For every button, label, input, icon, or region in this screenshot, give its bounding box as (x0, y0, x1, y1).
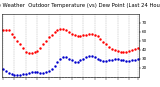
Text: Milwaukee Weather  Outdoor Temperature (vs) Dew Point (Last 24 Hours): Milwaukee Weather Outdoor Temperature (v… (0, 3, 160, 8)
